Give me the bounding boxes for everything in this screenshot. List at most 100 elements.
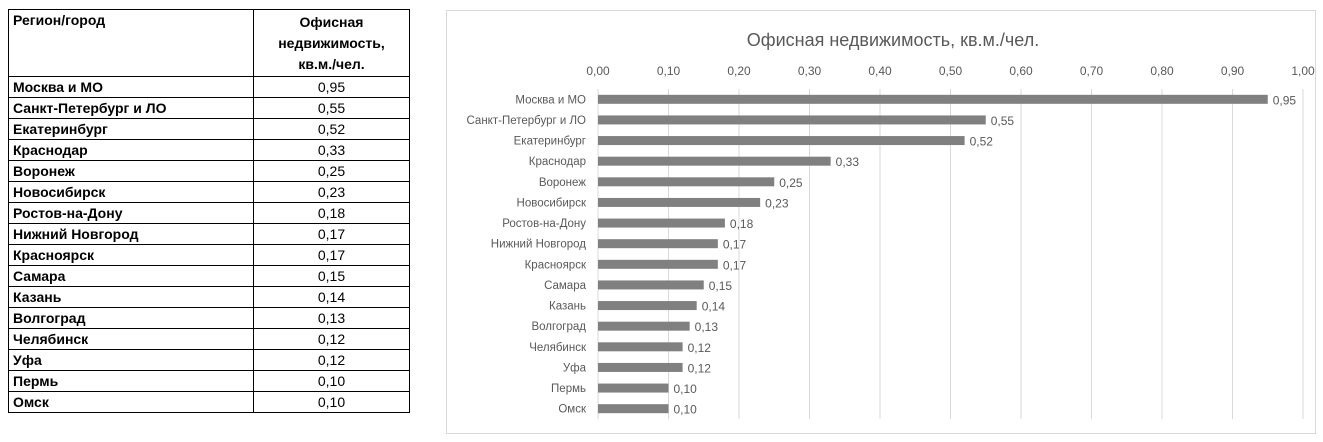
value-cell: 0,14 <box>253 286 410 308</box>
value-cell: 0,52 <box>253 118 410 140</box>
region-cell: Воронеж <box>8 160 254 182</box>
x-tick-label: 0,70 <box>1080 64 1104 78</box>
x-tick-label: 0,60 <box>1009 64 1033 78</box>
region-cell: Казань <box>8 286 254 308</box>
data-label: 0,55 <box>991 114 1015 128</box>
table-row: Челябинск 0,12 <box>8 328 410 350</box>
bar <box>598 362 683 372</box>
value-cell: 0,55 <box>253 97 410 119</box>
x-tick-label: 0,40 <box>868 64 892 78</box>
bar <box>598 259 718 269</box>
region-cell: Уфа <box>8 349 254 371</box>
table-row: Воронеж 0,25 <box>8 160 410 182</box>
category-label: Воронеж <box>539 177 586 189</box>
x-tick-label: 0,10 <box>657 64 681 78</box>
category-label: Волгоград <box>531 321 586 333</box>
data-label: 0,10 <box>674 403 698 417</box>
data-label: 0,17 <box>723 238 747 252</box>
table-row: Самара 0,15 <box>8 265 410 287</box>
data-label: 0,23 <box>765 196 789 210</box>
data-label: 0,13 <box>695 320 719 334</box>
value-cell: 0,23 <box>253 181 410 203</box>
data-label: 0,12 <box>688 361 712 375</box>
table-row: Ростов-на-Дону 0,18 <box>8 202 410 224</box>
data-label: 0,12 <box>688 341 712 355</box>
bar <box>598 280 704 290</box>
table-row: Санкт-Петербург и ЛО 0,55 <box>8 97 410 119</box>
table-row: Пермь 0,10 <box>8 370 410 392</box>
bar <box>598 94 1268 104</box>
region-cell: Омск <box>8 391 254 413</box>
chart-panel: Офисная недвижимость, кв.м./чел. 0,00 0,1… <box>446 10 1316 434</box>
table-header-row: Регион/город Офисная недвижимость, кв.м.… <box>8 9 410 77</box>
data-table: Регион/город Офисная недвижимость, кв.м.… <box>8 9 410 413</box>
chart-title: Офисная недвижимость, кв.м./чел. <box>747 30 1039 50</box>
data-label: 0,10 <box>674 382 698 396</box>
category-label: Омск <box>558 404 587 416</box>
table-row: Волгоград 0,13 <box>8 307 410 329</box>
value-cell: 0,15 <box>253 265 410 287</box>
category-label: Уфа <box>563 362 587 374</box>
bar <box>598 383 669 393</box>
region-cell: Екатеринбург <box>8 118 254 140</box>
bar <box>598 301 697 311</box>
region-cell: Краснодар <box>8 139 254 161</box>
x-tick-label: 1,00 <box>1291 64 1315 78</box>
bar <box>598 136 965 146</box>
region-cell: Красноярск <box>8 244 254 266</box>
value-cell: 0,13 <box>253 307 410 329</box>
category-label: Самара <box>544 280 587 292</box>
table-row: Омск 0,10 <box>8 391 410 413</box>
bar-chart: Офисная недвижимость, кв.м./чел. 0,00 0,1… <box>467 30 1315 419</box>
x-tick-label: 0,90 <box>1221 64 1245 78</box>
bar <box>598 156 831 166</box>
data-label: 0,17 <box>723 258 747 272</box>
region-cell: Пермь <box>8 370 254 392</box>
table-row: Нижний Новгород 0,17 <box>8 223 410 245</box>
category-label: Нижний Новгород <box>491 239 587 251</box>
table-row: Красноярск 0,17 <box>8 244 410 266</box>
region-cell: Волгоград <box>8 307 254 329</box>
bar <box>598 218 725 228</box>
data-label: 0,14 <box>702 300 726 314</box>
table-body: Москва и МО 0,95 Санкт-Петербург и ЛО 0,55 Е… <box>8 76 410 413</box>
bar <box>598 115 986 125</box>
region-cell: Ростов-на-Дону <box>8 202 254 224</box>
value-cell: 0,33 <box>253 139 410 161</box>
table-row: Уфа 0,12 <box>8 349 410 371</box>
table-row: Казань 0,14 <box>8 286 410 308</box>
category-label: Санкт-Петербург и ЛО <box>467 115 587 127</box>
category-labels: Москва и МО Санкт-Петербург и ЛО Екатеринб… <box>467 94 587 415</box>
x-tick-label: 0,50 <box>939 64 963 78</box>
x-tick-label: 0,30 <box>798 64 822 78</box>
region-cell: Нижний Новгород <box>8 223 254 245</box>
value-cell: 0,12 <box>253 349 410 371</box>
category-label: Новосибирск <box>517 197 587 209</box>
x-tick-label: 0,20 <box>727 64 751 78</box>
bar <box>598 321 690 331</box>
data-labels: 0,95 0,55 0,52 0,33 0,25 0,23 0,18 0,17 0,17 0,15… <box>674 93 1297 416</box>
category-label: Пермь <box>551 383 586 395</box>
category-label: Екатеринбург <box>514 136 586 148</box>
region-cell: Москва и МО <box>8 76 254 98</box>
value-cell: 0,10 <box>253 370 410 392</box>
x-axis-ticks: 0,00 0,10 0,20 0,30 0,40 0,50 0,60 0,70 0,80 0,90… <box>586 64 1315 78</box>
value-cell: 0,18 <box>253 202 410 224</box>
data-label: 0,18 <box>730 217 754 231</box>
value-cell: 0,10 <box>253 391 410 413</box>
region-cell: Новосибирск <box>8 181 254 203</box>
category-label: Ростов-на-Дону <box>502 218 586 230</box>
value-cell: 0,95 <box>253 76 410 98</box>
column-header-region: Регион/город <box>8 9 254 77</box>
bar <box>598 342 683 352</box>
data-label: 0,52 <box>970 135 994 149</box>
category-label: Казань <box>549 301 586 313</box>
category-label: Красноярск <box>525 259 587 271</box>
bar <box>598 239 718 249</box>
value-cell: 0,17 <box>253 223 410 245</box>
value-cell: 0,12 <box>253 328 410 350</box>
column-header-office-space: Офисная недвижимость, кв.м./чел. <box>253 9 410 77</box>
data-label: 0,15 <box>709 279 733 293</box>
bar <box>598 197 761 207</box>
bar <box>598 177 775 187</box>
